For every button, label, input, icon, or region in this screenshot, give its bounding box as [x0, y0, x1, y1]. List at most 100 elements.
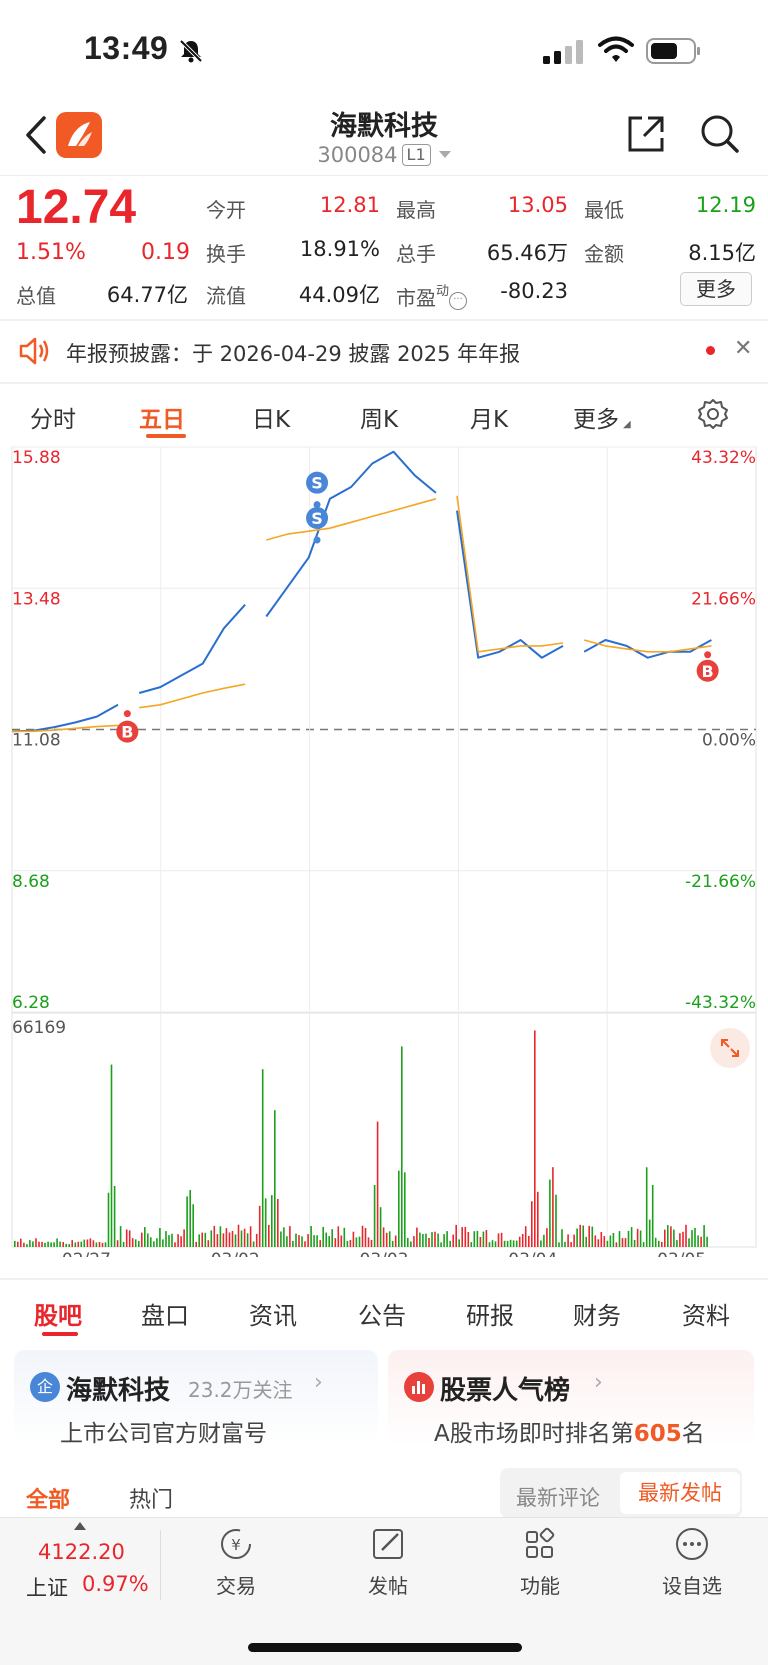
more-quote-button[interactable]: 更多 [680, 272, 752, 306]
volume-bar [437, 1233, 439, 1247]
volume-bar [183, 1229, 185, 1247]
volume-bar [434, 1231, 436, 1247]
change-amount: 0.19 [141, 240, 190, 265]
volume-bar [168, 1235, 170, 1247]
volume-bar [32, 1241, 34, 1247]
popularity-rank-text: A股市场即时排名第605名 [434, 1421, 705, 1447]
volume-bar [186, 1196, 188, 1247]
sort-latest-post[interactable]: 最新发帖 [620, 1472, 740, 1514]
filter-hot[interactable]: 热门 [129, 1488, 174, 1513]
volume-bar [413, 1236, 415, 1247]
volume-bar [325, 1232, 327, 1247]
volume-bar [531, 1201, 533, 1247]
current-price: 12.74 [16, 181, 137, 234]
index-percent[interactable]: 0.97% [82, 1572, 149, 1596]
volume-bar [331, 1229, 333, 1247]
float-cap-label: 流值 [206, 284, 246, 308]
volume-bar [150, 1237, 152, 1247]
price-line [138, 604, 246, 694]
trade-marker-label: B [121, 723, 133, 742]
sort-latest-comment[interactable]: 最新评论 [516, 1486, 600, 1510]
volume-bar [682, 1231, 684, 1247]
search-icon[interactable] [700, 114, 740, 154]
level-badge: L1 [401, 144, 431, 166]
tab-announcements[interactable]: 公告 [358, 1302, 406, 1330]
tab-more[interactable]: 更多 ◢ [573, 407, 631, 433]
gear-icon[interactable] [697, 398, 729, 430]
volume-bar [319, 1240, 321, 1247]
volume-bar [83, 1239, 86, 1247]
tab-weekly-k[interactable]: 周K [360, 407, 399, 433]
nav-watchlist[interactable]: 设自选 [637, 1526, 747, 1599]
volume-bar [234, 1234, 237, 1247]
volume-bar [394, 1235, 397, 1247]
expand-chart-button[interactable] [710, 1028, 750, 1068]
volume-bar [503, 1240, 506, 1247]
volume-bar [391, 1240, 394, 1247]
volume-bar [222, 1233, 225, 1247]
volume-bar [588, 1225, 590, 1247]
volume-bar [274, 1110, 276, 1247]
five-day-chart[interactable]: B SS B 15.88 43.32% 13.48 21.66% 11.08 0.00% 8.6… [0, 445, 768, 1257]
notice-close-button[interactable]: ✕ [734, 336, 753, 361]
change-percent: 1.51% [16, 240, 86, 265]
tab-profile[interactable]: 资料 [682, 1302, 730, 1330]
volume-bar [59, 1241, 61, 1247]
y-right-tick-label: -43.32% [685, 993, 756, 1013]
popularity-card[interactable] [388, 1350, 754, 1446]
volume-bar [189, 1190, 191, 1247]
volume-bar [98, 1242, 101, 1247]
grid-apps-icon [526, 1527, 555, 1558]
tab-guba[interactable]: 股吧 [34, 1302, 82, 1330]
index-value[interactable]: 4122.20 [38, 1540, 125, 1564]
stock-code-row[interactable]: 300084 L1 [0, 143, 768, 167]
volume-bar [243, 1228, 246, 1247]
volume-bar [476, 1230, 479, 1247]
volume-bar [370, 1240, 373, 1247]
share-icon[interactable] [626, 114, 666, 154]
volume-bar [277, 1198, 279, 1247]
volume-bar [355, 1237, 358, 1247]
tab-monthly-k[interactable]: 月K [470, 407, 509, 433]
official-account-card[interactable] [14, 1350, 378, 1446]
volume-bar [264, 1198, 267, 1247]
volume-bar [676, 1240, 678, 1247]
volume-bar [119, 1226, 122, 1247]
volume-bar [416, 1227, 418, 1247]
high-label: 最高 [396, 198, 436, 222]
volume-bar [524, 1226, 527, 1247]
tab-five-day[interactable]: 五日 [139, 407, 185, 433]
tab-intraday[interactable]: 分时 [30, 407, 76, 433]
tab-news[interactable]: 资讯 [249, 1302, 297, 1330]
volume-bar [47, 1241, 49, 1247]
index-name[interactable]: 上证 [26, 1576, 68, 1600]
volume-bar [549, 1179, 551, 1247]
volume-bar [38, 1241, 40, 1247]
filter-all[interactable]: 全部 [26, 1488, 71, 1513]
nav-post[interactable]: 发帖 [333, 1526, 443, 1599]
average-line [139, 683, 246, 709]
volume-bar [382, 1227, 385, 1247]
tab-daily-k[interactable]: 日K [252, 407, 291, 433]
nav-trade[interactable]: ¥ 交易 [181, 1526, 291, 1599]
volume-bar [467, 1232, 470, 1247]
official-account-title: 海默科技 [66, 1376, 171, 1406]
nav-functions[interactable]: 功能 [485, 1526, 595, 1599]
volume-bar [113, 1186, 116, 1247]
y-right-tick-label: 21.66% [691, 589, 756, 609]
pe-label[interactable]: 市盈动··· [396, 280, 468, 311]
volume-bar [286, 1236, 288, 1247]
volume-bar [20, 1238, 22, 1247]
tab-finance[interactable]: 财务 [573, 1302, 621, 1330]
volume-bar [17, 1241, 19, 1247]
volume-bar [334, 1238, 337, 1247]
amount-label: 金额 [584, 242, 624, 266]
volume-bar [125, 1229, 128, 1247]
tab-pankou[interactable]: 盘口 [141, 1302, 189, 1330]
tab-research[interactable]: 研报 [466, 1302, 514, 1330]
back-arrow-icon[interactable] [24, 114, 50, 156]
volume-bar [289, 1226, 291, 1247]
volume-bar [691, 1230, 693, 1247]
volume-bar [576, 1228, 578, 1247]
volume-bar [561, 1229, 563, 1247]
